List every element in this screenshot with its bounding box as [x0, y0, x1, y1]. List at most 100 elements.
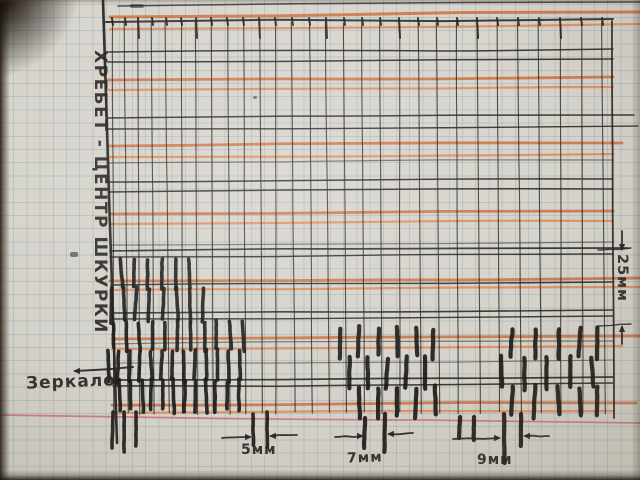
- grid-vertical-line: [227, 20, 231, 415]
- cut-stroke-zone-5mm: [240, 319, 247, 354]
- grid-vertical-line: [259, 20, 263, 414]
- cut-stroke-zone-7mm: [365, 355, 371, 391]
- grid-vertical-line: [476, 22, 481, 415]
- cut-stroke-zone-5mm: [212, 379, 218, 415]
- dimension-arrow-line: [452, 437, 500, 440]
- orange-highlight-line: [108, 276, 640, 283]
- orange-highlight-line: [106, 75, 615, 82]
- cut-stroke-stub-zone-7mm: [361, 415, 368, 451]
- cut-stroke-zone-5mm: [106, 348, 111, 384]
- cut-stroke-zone-9mm: [509, 384, 515, 417]
- tick-mark: [398, 17, 401, 39]
- cut-stroke-zone-9mm: [594, 384, 600, 418]
- orange-highlight-line: [110, 401, 638, 407]
- grid-vertical-line: [342, 22, 347, 413]
- grid-vertical-line: [379, 21, 383, 414]
- tick-mark: [258, 17, 261, 39]
- grid-vertical-line: [274, 21, 277, 415]
- cut-stroke-zone-7mm: [414, 325, 420, 358]
- tick-mark: [325, 17, 328, 39]
- tick-mark: [308, 17, 312, 26]
- tick-mark: [559, 17, 562, 39]
- cut-stroke-zone-5mm: [188, 320, 193, 352]
- tick-mark: [165, 17, 168, 26]
- grid-vertical-line: [210, 20, 214, 412]
- cut-stroke-zone-5mm: [169, 349, 175, 381]
- grid-horizontal-line: [109, 253, 614, 258]
- grid-horizontal-line: [111, 309, 614, 314]
- arrowhead: [494, 434, 501, 442]
- tick-mark: [601, 17, 604, 26]
- grid-vertical-line: [537, 20, 542, 414]
- cut-stroke-zone-5mm: [158, 349, 165, 381]
- cut-stroke-zone-5mm: [193, 379, 198, 414]
- cut-stroke-zone-5mm: [117, 377, 123, 413]
- arrowhead: [618, 244, 626, 251]
- arrowhead: [245, 433, 252, 441]
- tick-mark: [180, 17, 183, 26]
- grid-horizontal-line: [107, 48, 614, 53]
- dimension-extension-line: [597, 247, 632, 251]
- cut-stroke-zone-7mm: [403, 354, 409, 390]
- grid-horizontal-line: [107, 114, 635, 119]
- tick-mark: [495, 17, 500, 26]
- grid-horizontal-line: [112, 376, 614, 381]
- orange-highlight-line: [108, 285, 640, 292]
- cut-stroke-zone-5mm: [187, 287, 193, 326]
- grid-horizontal-line: [107, 125, 639, 130]
- orange-highlight-line: [110, 409, 615, 415]
- cut-stroke-zone-7mm: [383, 356, 391, 391]
- orange-highlight-line: [108, 219, 615, 226]
- cut-stroke-zone-7mm: [376, 326, 382, 357]
- pen-speck: [70, 252, 78, 257]
- grid-horizontal-line: [112, 359, 614, 364]
- tick-mark: [291, 17, 294, 26]
- cut-stroke-zone-7mm: [337, 326, 343, 361]
- cut-stroke-stub-zone-5mm: [110, 410, 115, 450]
- cut-stroke-zone-5mm: [181, 349, 186, 385]
- orange-highlight-line: [106, 152, 615, 159]
- grid-horizontal-line: [107, 58, 614, 63]
- arrowhead: [357, 432, 364, 440]
- tick-mark: [436, 17, 440, 26]
- dimension-25mm-label: 25мм: [614, 254, 630, 302]
- photo-corner-shadow: [0, 0, 120, 110]
- tick-mark: [273, 17, 277, 26]
- cut-stroke-zone-5mm: [145, 258, 150, 292]
- cut-stroke-zone-5mm: [192, 347, 198, 381]
- grid-horizontal-line: [105, 18, 614, 23]
- tick-mark: [210, 17, 213, 26]
- cut-stroke-zone-5mm: [225, 379, 230, 411]
- cut-stroke-zone-9mm: [533, 327, 539, 361]
- grid-horizontal-line: [108, 178, 614, 183]
- tick-mark: [379, 17, 383, 26]
- cut-stroke-stub-zone-7mm: [382, 411, 388, 455]
- dimension-extension-line: [597, 323, 632, 327]
- grid-vertical-line: [180, 21, 184, 414]
- orange-highlight-line: [108, 22, 640, 31]
- top-edge-line: [117, 1, 640, 7]
- tick-mark: [195, 17, 199, 39]
- photo-edge-top: [0, 0, 640, 4]
- cut-stroke-zone-5mm: [124, 319, 129, 354]
- cut-stroke-zone-7mm: [412, 386, 419, 421]
- cut-stroke-zone-7mm: [432, 383, 438, 417]
- cut-stroke-zone-5mm: [159, 257, 165, 291]
- pen-speck: [130, 4, 144, 8]
- cut-stroke-zone-7mm: [347, 354, 352, 391]
- cut-stroke-zone-5mm: [148, 377, 154, 412]
- cut-stroke-zone-5mm: [118, 257, 125, 290]
- cut-stroke-zone-9mm: [589, 355, 596, 389]
- grid-vertical-line: [601, 21, 606, 415]
- grid-horizontal-line: [108, 187, 614, 193]
- cut-stroke-zone-5mm: [236, 377, 242, 413]
- cut-stroke-zone-5mm: [226, 349, 232, 384]
- cut-stroke-zone-9mm: [577, 386, 584, 418]
- tick-mark: [417, 17, 420, 26]
- cut-stroke-zone-9mm: [555, 384, 562, 417]
- mirror-label: Зеркало: [25, 370, 117, 394]
- cut-stroke-zone-9mm: [508, 327, 515, 359]
- tick-mark: [361, 17, 364, 26]
